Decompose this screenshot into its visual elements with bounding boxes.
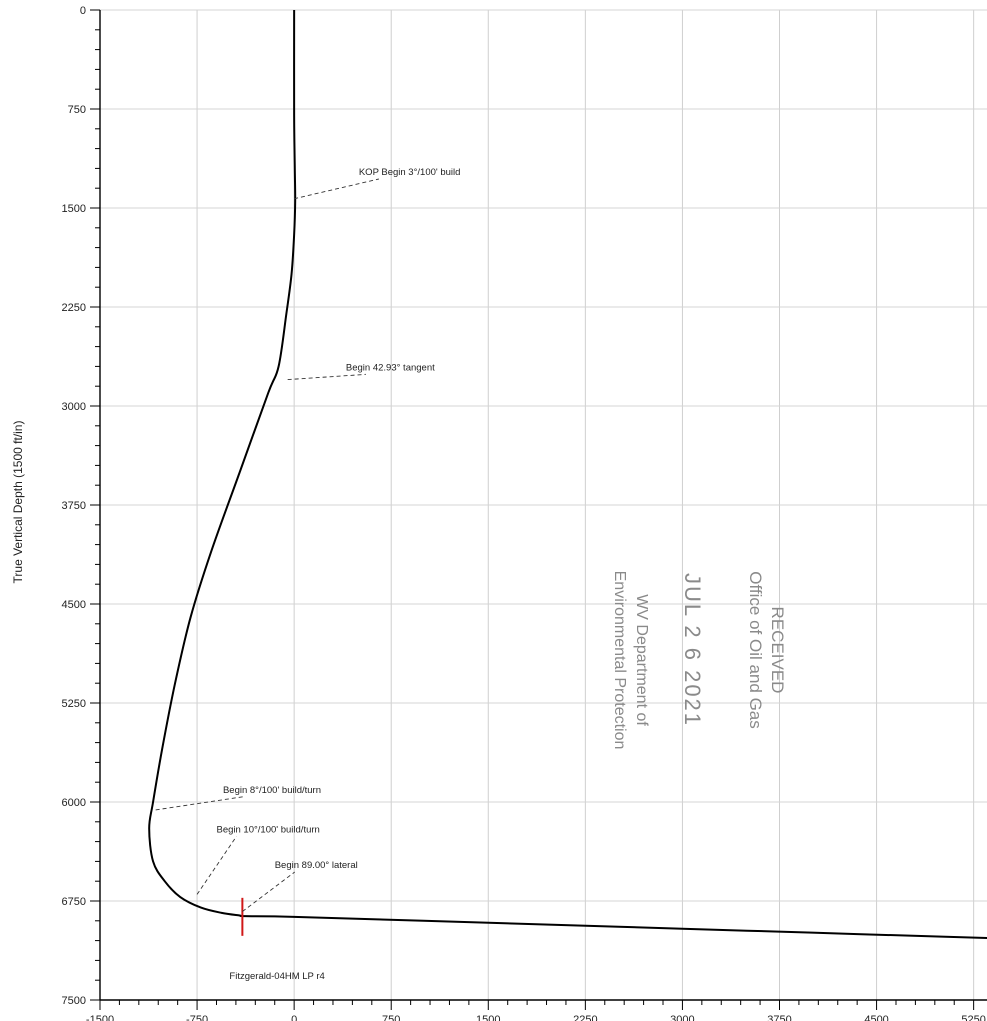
x-tick-label: 3000 [670,1014,694,1021]
stamp-department: WV Department of [633,594,650,726]
tick-marks [90,9,975,1010]
annotation-leader-line [294,178,379,200]
x-tick-label: 1500 [476,1014,500,1021]
y-tick-label: 0 [80,5,86,17]
annotation-leader-line [242,871,295,912]
x-tick-label: -1500 [86,1014,114,1021]
received-stamp: RECEIVED Office of Oil and Gas JUL 2 6 2… [611,571,787,750]
y-tick-label: 4500 [62,599,86,611]
stamp-office: Office of Oil and Gas [746,571,765,728]
annotation-label: Begin 89.00° lateral [275,860,358,871]
annotation-label: Begin 8°/100' build/turn [223,785,321,796]
annotation-leader-line [287,373,366,381]
annotation-leader-line [155,796,244,811]
annotation-leader-line [196,836,237,895]
annotation-label: KOP Begin 3°/100' build [359,167,461,178]
x-tick-label: -750 [186,1014,208,1021]
annotation-label: Begin 42.93° tangent [346,362,435,373]
y-axis-label: True Vertical Depth (1500 ft/in) [11,421,25,584]
stamp-date: JUL 2 6 2021 [680,573,705,727]
y-tick-label: 6750 [62,896,86,908]
y-tick-label: 6000 [62,797,86,809]
annotation-label: Begin 10°/100' build/turn [216,824,319,835]
y-tick-labels: 0 750 1500 2250 3000 3750 4500 5250 6000 6750 7500 [62,5,86,1007]
well-path-line [148,9,987,940]
x-tick-label: 750 [382,1014,400,1021]
annotation-label: Fitzgerald-04HM LP r4 [229,971,324,982]
y-tick-label: 5250 [62,698,86,710]
y-tick-label: 1500 [62,203,86,215]
annotation-layer: KOP Begin 3°/100' build Begin 42.93° tang… [155,167,461,982]
y-tick-label: 750 [68,104,86,116]
y-tick-label: 3750 [62,500,86,512]
x-tick-label: 0 [291,1014,297,1021]
x-tick-labels: -1500 -750 0 750 1500 2250 3000 3750 4500 5250 [86,1014,986,1021]
x-tick-label: 5250 [961,1014,985,1021]
x-tick-label: 4500 [864,1014,888,1021]
series-layer [148,9,987,940]
y-tick-label: 7500 [62,995,86,1007]
x-tick-label: 3750 [767,1014,791,1021]
stamp-protection: Environmental Protection [611,571,628,750]
x-tick-label: 2250 [573,1014,597,1021]
y-tick-label: 3000 [62,401,86,413]
y-tick-label: 2250 [62,302,86,314]
grid-lines [100,9,987,1000]
stamp-received: RECEIVED [768,607,787,694]
